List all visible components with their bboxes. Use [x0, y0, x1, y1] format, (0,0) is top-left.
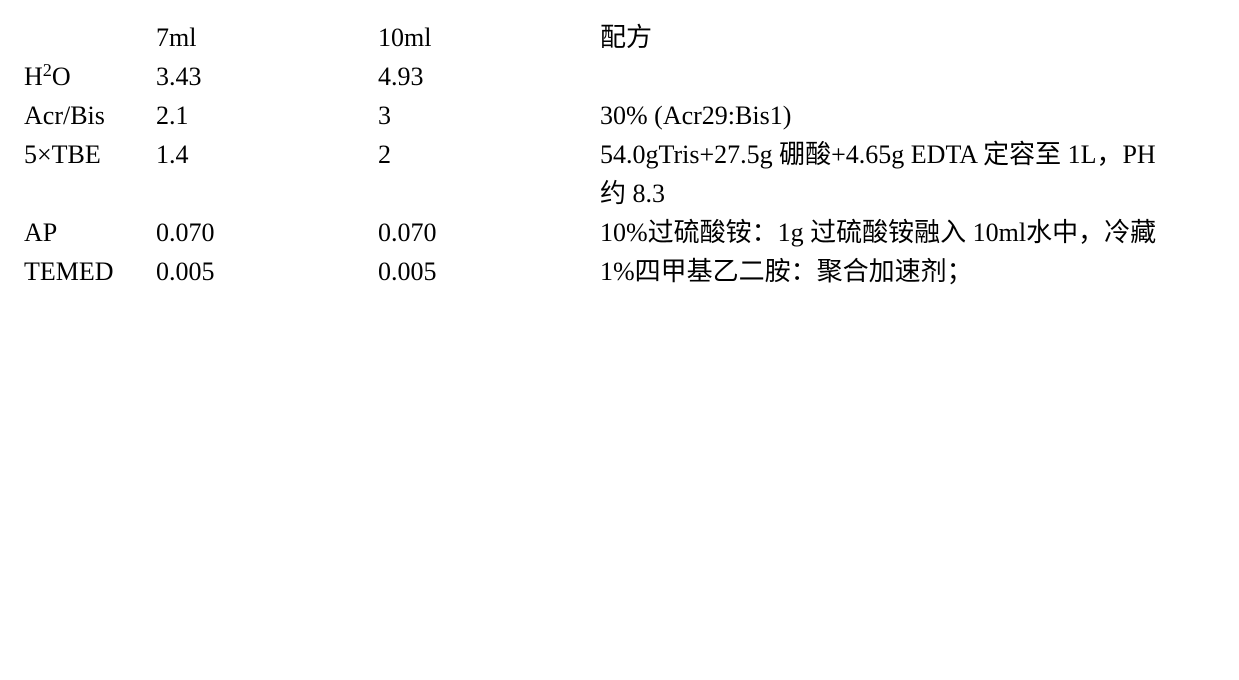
- row-tbe-label: 5×TBE: [24, 135, 156, 213]
- row-h2o-10ml: 4.93: [378, 57, 600, 96]
- row-tbe-recipe: 54.0gTris+27.5g 硼酸+4.65g EDTA 定容至 1L，PH …: [600, 135, 1215, 213]
- header-10ml: 10ml: [378, 18, 600, 57]
- row-acrbis-label: Acr/Bis: [24, 96, 156, 135]
- row-temed-10ml: 0.005: [378, 252, 600, 291]
- row-acrbis-10ml: 3: [378, 96, 600, 135]
- row-tbe-7ml: 1.4: [156, 135, 378, 213]
- reagent-table: 7ml 10ml 配方 H2O 3.43 4.93 Acr/Bis 2.1 3 …: [24, 18, 1215, 291]
- row-ap-recipe-text: 10%过硫酸铵：1g 过硫酸铵融入 10ml水中，冷藏: [600, 213, 1156, 252]
- row-temed-recipe: 1%四甲基乙二胺：聚合加速剂；: [600, 252, 1215, 291]
- row-h2o-recipe: [600, 57, 1215, 96]
- row-acrbis-7ml: 2.1: [156, 96, 378, 135]
- row-ap-7ml: 0.070: [156, 213, 378, 252]
- header-7ml: 7ml: [156, 18, 378, 57]
- row-h2o-label: H2O: [24, 57, 156, 96]
- row-h2o-7ml: 3.43: [156, 57, 378, 96]
- row-tbe-10ml: 2: [378, 135, 600, 213]
- row-tbe-recipe-text: 54.0gTris+27.5g 硼酸+4.65g EDTA 定容至 1L，PH …: [600, 135, 1160, 213]
- header-blank: [24, 18, 156, 57]
- row-temed-7ml: 0.005: [156, 252, 378, 291]
- row-temed-label: TEMED: [24, 252, 156, 291]
- row-ap-label: AP: [24, 213, 156, 252]
- row-ap-recipe: 10%过硫酸铵：1g 过硫酸铵融入 10ml水中，冷藏: [600, 213, 1215, 252]
- row-ap-10ml: 0.070: [378, 213, 600, 252]
- row-acrbis-recipe: 30% (Acr29:Bis1): [600, 96, 1215, 135]
- header-recipe: 配方: [600, 18, 1215, 57]
